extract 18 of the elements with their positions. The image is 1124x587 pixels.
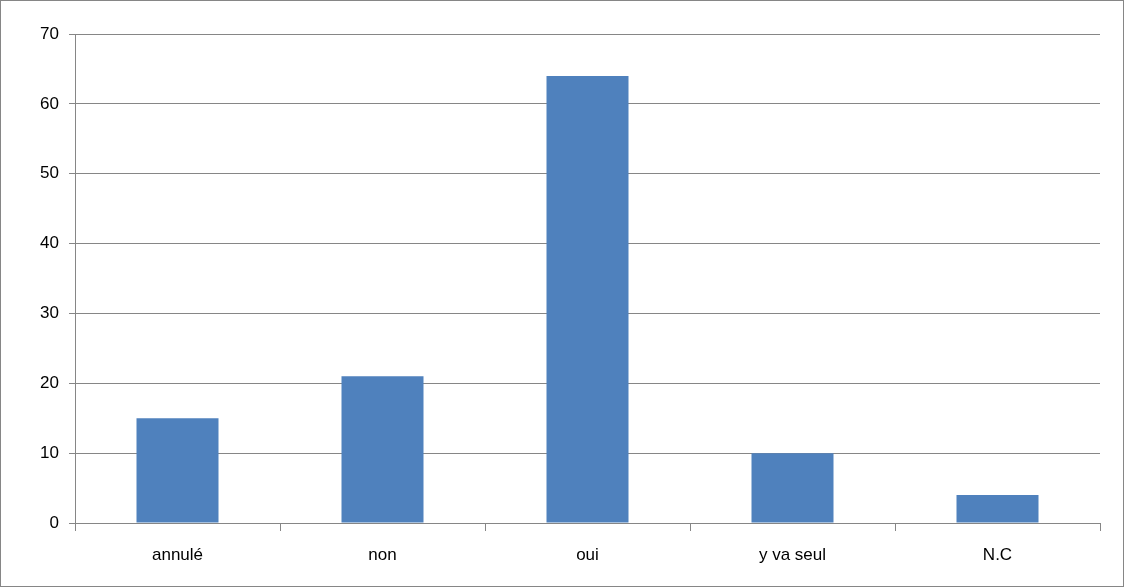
y-tick-label: 10 <box>40 442 59 462</box>
y-tick-label: 30 <box>40 303 59 323</box>
bar <box>341 376 424 523</box>
x-tick-label: oui <box>576 544 599 564</box>
y-tick-label: 20 <box>40 372 59 392</box>
y-tick-label: 70 <box>40 23 59 43</box>
x-tick-label: N.C <box>982 544 1013 564</box>
x-tick-label: y va seul <box>758 544 827 564</box>
bar <box>546 75 629 523</box>
x-tick-label: annulé <box>151 544 204 564</box>
y-tick-label: 0 <box>49 512 59 532</box>
bar <box>136 418 219 523</box>
y-tick-label: 60 <box>40 93 59 113</box>
y-tick-label: 50 <box>40 163 59 183</box>
bar <box>956 495 1039 523</box>
bar <box>751 453 834 523</box>
y-tick-label: 40 <box>40 233 59 253</box>
x-tick-label: non <box>368 544 397 564</box>
